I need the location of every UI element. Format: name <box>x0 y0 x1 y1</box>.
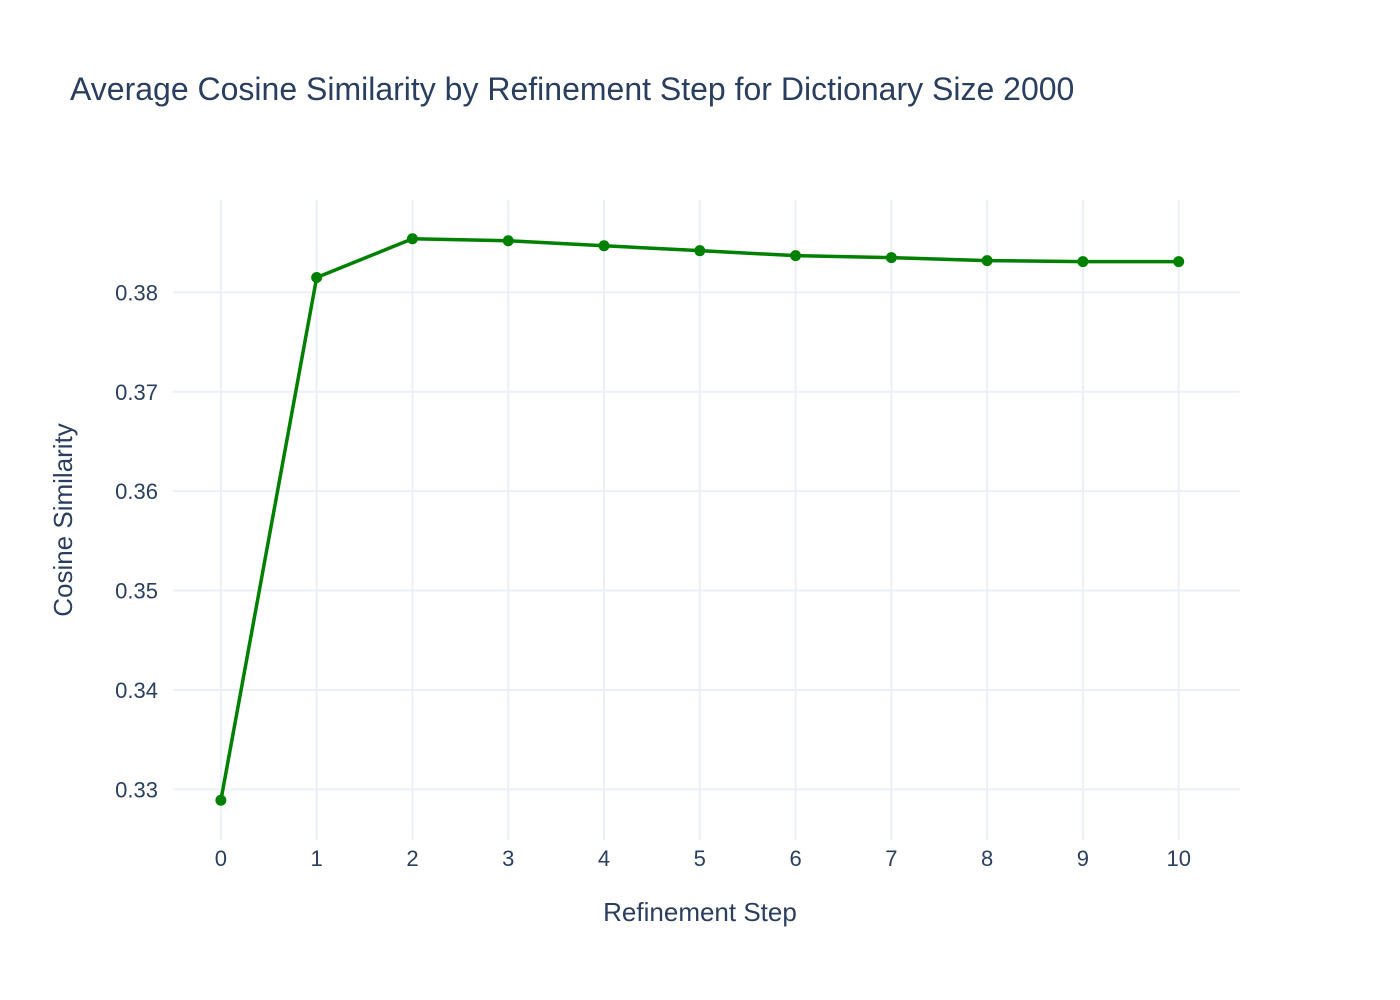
chart-title: Average Cosine Similarity by Refinement … <box>70 71 1074 107</box>
x-tick-label: 10 <box>1166 846 1190 871</box>
x-tick-label: 3 <box>502 846 514 871</box>
data-point-1 <box>311 272 323 284</box>
x-tick-label: 1 <box>311 846 323 871</box>
data-point-10 <box>1173 256 1185 268</box>
data-point-7 <box>885 252 897 264</box>
data-point-9 <box>1077 256 1089 268</box>
data-point-0 <box>215 794 227 806</box>
x-tick-label: 5 <box>694 846 706 871</box>
y-tick-label: 0.38 <box>115 280 158 305</box>
y-axis-label: Cosine Similarity <box>48 423 78 617</box>
x-tick-label: 6 <box>789 846 801 871</box>
x-tick-label: 2 <box>406 846 418 871</box>
data-point-8 <box>981 255 993 267</box>
x-tick-label: 0 <box>215 846 227 871</box>
x-axis-ticks: 0 1 2 3 4 5 6 7 8 9 10 <box>215 846 1191 871</box>
y-axis-ticks: 0.33 0.34 0.35 0.36 0.37 0.38 <box>115 280 158 802</box>
x-tick-label: 8 <box>981 846 993 871</box>
grid-layer <box>173 200 1240 840</box>
data-point-4 <box>598 240 610 252</box>
data-point-2 <box>406 233 418 245</box>
x-tick-label: 4 <box>598 846 610 871</box>
y-tick-label: 0.37 <box>115 380 158 405</box>
data-point-6 <box>790 250 802 262</box>
x-tick-label: 9 <box>1077 846 1089 871</box>
y-tick-label: 0.34 <box>115 678 158 703</box>
series-layer <box>215 233 1185 806</box>
y-tick-label: 0.36 <box>115 479 158 504</box>
data-point-5 <box>694 245 706 257</box>
data-point-3 <box>502 235 514 247</box>
x-axis-label: Refinement Step <box>603 897 797 927</box>
x-tick-label: 7 <box>885 846 897 871</box>
y-tick-label: 0.33 <box>115 777 158 802</box>
y-tick-label: 0.35 <box>115 579 158 604</box>
